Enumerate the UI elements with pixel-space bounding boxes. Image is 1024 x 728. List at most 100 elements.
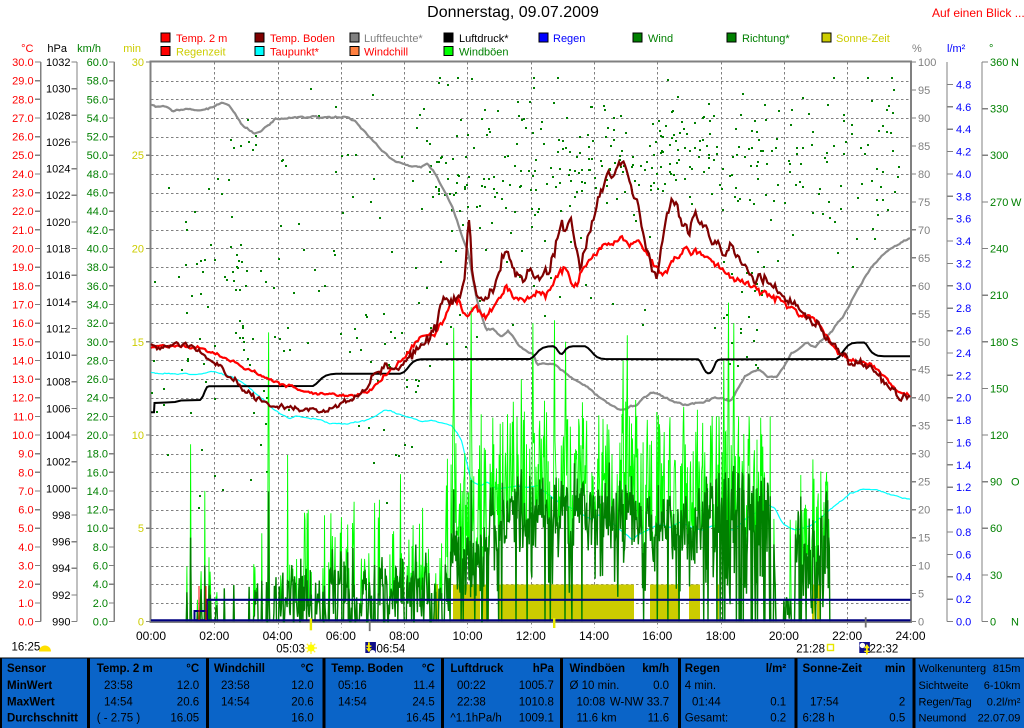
svg-text:27.0: 27.0 (12, 113, 33, 125)
svg-text:6.0: 6.0 (18, 505, 33, 517)
svg-text:994: 994 (52, 563, 70, 575)
svg-text:km/h: km/h (642, 663, 669, 675)
svg-text:05:16: 05:16 (338, 680, 367, 692)
svg-text:21.0: 21.0 (12, 225, 33, 237)
svg-text:6:28 h: 6:28 h (803, 713, 835, 725)
svg-text:23:58: 23:58 (104, 680, 133, 692)
svg-text:22:00: 22:00 (832, 629, 862, 643)
svg-text:28.0: 28.0 (87, 355, 108, 367)
svg-text:2.2: 2.2 (956, 370, 971, 382)
svg-text:990: 990 (52, 617, 70, 629)
svg-text:MinWert: MinWert (7, 680, 52, 692)
svg-text:16.45: 16.45 (406, 713, 435, 725)
svg-text:°C: °C (301, 663, 314, 675)
svg-text:16.0: 16.0 (87, 467, 108, 479)
svg-text:30: 30 (990, 570, 1002, 582)
svg-text:Temp. Boden: Temp. Boden (331, 663, 403, 675)
svg-text:30: 30 (918, 449, 930, 461)
svg-text:100: 100 (918, 57, 936, 69)
svg-text:7.0: 7.0 (18, 486, 33, 498)
svg-text:04:00: 04:00 (263, 629, 293, 643)
svg-text:180: 180 (990, 337, 1008, 349)
svg-text:Windchill: Windchill (364, 47, 408, 59)
svg-text:12.0: 12.0 (291, 680, 313, 692)
svg-text:Wolkenunterg: Wolkenunterg (919, 663, 987, 675)
svg-text:2.0: 2.0 (18, 579, 33, 591)
svg-text:Ø 10 min.: Ø 10 min. (570, 680, 620, 692)
svg-text:1010.8: 1010.8 (519, 697, 554, 709)
svg-text:18:00: 18:00 (706, 629, 736, 643)
svg-text:4.2: 4.2 (956, 147, 971, 159)
svg-text:17.0: 17.0 (12, 299, 33, 311)
svg-text:5: 5 (918, 589, 924, 601)
svg-text:1024: 1024 (46, 164, 70, 176)
svg-text:3.8: 3.8 (956, 191, 971, 203)
svg-text:45: 45 (918, 365, 930, 377)
svg-text:20: 20 (918, 505, 930, 517)
svg-text:1000: 1000 (46, 483, 70, 495)
svg-text:992: 992 (52, 590, 70, 602)
svg-text:12.0: 12.0 (177, 680, 199, 692)
svg-text:1022: 1022 (46, 190, 70, 202)
svg-text:Sonne-Zeit: Sonne-Zeit (803, 663, 863, 675)
svg-text:65: 65 (918, 253, 930, 265)
svg-text:815m: 815m (993, 663, 1021, 675)
svg-text:22.07.09: 22.07.09 (978, 713, 1021, 725)
svg-text:5: 5 (138, 523, 144, 535)
svg-text:06:54: 06:54 (377, 644, 406, 656)
svg-text:02:00: 02:00 (199, 629, 229, 643)
svg-text:38.0: 38.0 (87, 262, 108, 274)
svg-text:3.6: 3.6 (956, 214, 971, 226)
svg-text:1020: 1020 (46, 217, 70, 229)
svg-text:10: 10 (132, 430, 144, 442)
svg-text:1009.1: 1009.1 (519, 713, 554, 725)
svg-text:Luftdruck*: Luftdruck* (459, 33, 509, 45)
svg-text:1008: 1008 (46, 377, 70, 389)
svg-text:Durchschnitt: Durchschnitt (7, 713, 78, 725)
svg-text:58.0: 58.0 (87, 76, 108, 88)
svg-text:30.0: 30.0 (12, 57, 33, 69)
svg-text:0.0: 0.0 (956, 617, 971, 629)
svg-text:50.0: 50.0 (87, 150, 108, 162)
svg-text:14.0: 14.0 (87, 486, 108, 498)
svg-text:Temp. 2 m: Temp. 2 m (176, 33, 227, 45)
svg-text:4.8: 4.8 (956, 79, 971, 91)
svg-text:10: 10 (918, 561, 930, 573)
svg-text:4.4: 4.4 (956, 124, 971, 136)
svg-text:min: min (123, 43, 141, 55)
svg-text:l/m²: l/m² (947, 43, 966, 55)
svg-text:S: S (1011, 337, 1018, 349)
svg-text:60: 60 (918, 281, 930, 293)
svg-text:60: 60 (990, 523, 1002, 535)
svg-text:hPa: hPa (533, 663, 555, 675)
svg-text:30.0: 30.0 (87, 337, 108, 349)
svg-text:Donnerstag, 09.07.2009: Donnerstag, 09.07.2009 (427, 4, 599, 21)
svg-text:0.5: 0.5 (889, 713, 905, 725)
svg-text:240: 240 (990, 244, 1008, 256)
svg-text:46.0: 46.0 (87, 188, 108, 200)
svg-text:10:00: 10:00 (452, 629, 482, 643)
svg-text:14:54: 14:54 (221, 697, 250, 709)
svg-text:MaxWert: MaxWert (7, 697, 55, 709)
svg-text:19.0: 19.0 (12, 262, 33, 274)
svg-text:4.0: 4.0 (956, 169, 971, 181)
svg-text:14:54: 14:54 (104, 697, 133, 709)
svg-text:°C: °C (21, 43, 33, 55)
svg-text:22:32: 22:32 (870, 644, 899, 656)
svg-text:14:00: 14:00 (579, 629, 609, 643)
svg-text:26.0: 26.0 (87, 374, 108, 386)
svg-text:20: 20 (132, 244, 144, 256)
svg-text:8.0: 8.0 (18, 467, 33, 479)
svg-text:0.0: 0.0 (653, 680, 669, 692)
svg-text:24.0: 24.0 (87, 393, 108, 405)
svg-text:^1.1hPa/h: ^1.1hPa/h (450, 713, 501, 725)
svg-text:4.0: 4.0 (18, 542, 33, 554)
svg-text:40: 40 (918, 393, 930, 405)
svg-text:330: 330 (990, 104, 1008, 116)
svg-text:90: 90 (990, 477, 1002, 489)
svg-text:1010: 1010 (46, 350, 70, 362)
svg-text:23.0: 23.0 (12, 188, 33, 200)
svg-text:Sichtweite: Sichtweite (919, 680, 969, 692)
svg-text:Regen: Regen (553, 33, 585, 45)
svg-text:Windböen: Windböen (459, 47, 509, 59)
